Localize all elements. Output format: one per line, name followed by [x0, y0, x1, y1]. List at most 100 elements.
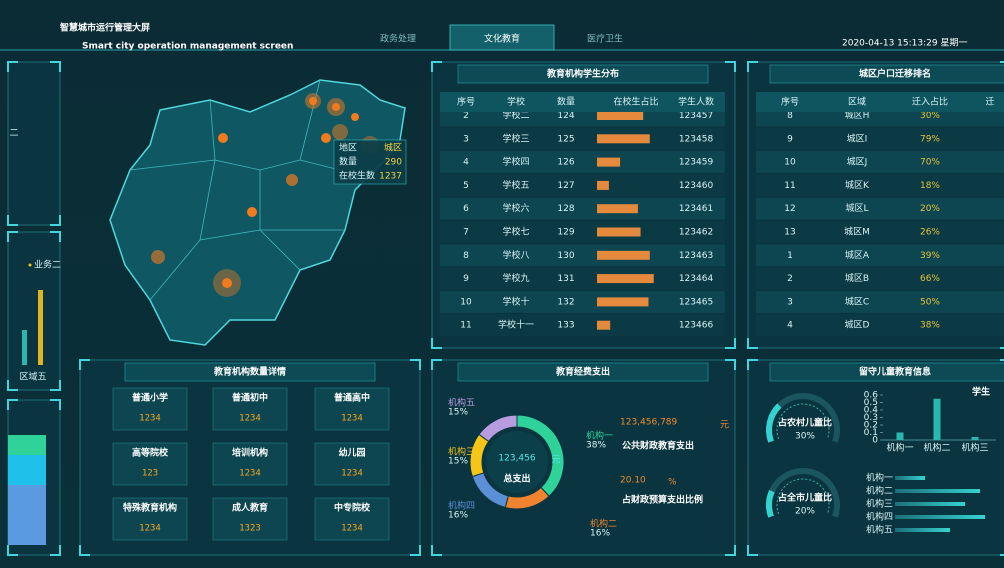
share-bar — [597, 274, 654, 284]
panel-title: 留守儿童教育信息 — [859, 366, 931, 378]
hbar — [895, 476, 925, 480]
x-tick-label: 机构二 — [923, 442, 950, 454]
table-cell: 3 — [787, 297, 793, 307]
legend-label: 业务二 — [34, 259, 61, 271]
table-cell: 2 — [787, 274, 793, 284]
column-header: 序号 — [457, 96, 475, 108]
count-value: 1234 — [239, 469, 261, 479]
panel-corner — [7, 215, 18, 226]
count-value: 1234 — [139, 414, 161, 424]
column-header: 数量 — [557, 96, 575, 108]
bar — [971, 437, 979, 440]
table-cell: 124 — [557, 111, 574, 121]
table-cell: 11 — [460, 321, 471, 331]
table-row — [756, 127, 1004, 150]
panel — [7, 61, 61, 226]
side-bar — [38, 290, 43, 365]
count-value: 1234 — [341, 414, 363, 424]
tab[interactable]: 医疗卫生 — [587, 33, 623, 45]
panel-corner — [7, 61, 18, 72]
panel-title: 教育经费支出 — [555, 366, 610, 378]
x-tick-label: 机构三 — [961, 442, 988, 454]
table-row — [440, 290, 725, 313]
table-cell: 城区B — [845, 273, 869, 284]
table-row — [756, 221, 1004, 243]
table-cell: 30% — [920, 111, 940, 121]
table-cell: 123465 — [679, 297, 713, 307]
table-row — [440, 314, 725, 337]
donut-value-label: 38% — [586, 441, 606, 451]
stack-block — [8, 455, 46, 485]
table-cell: 129 — [557, 228, 574, 238]
table-cell: 城区C — [845, 296, 869, 307]
ratio-label: 占财政预算支出比例 — [622, 494, 703, 506]
active-tab — [449, 24, 555, 51]
count-name: 中专院校 — [334, 502, 371, 514]
hbar-label: 机构三 — [866, 498, 893, 510]
tab[interactable]: 文化教育 — [484, 33, 520, 45]
panel-corner — [410, 545, 421, 556]
ratio-unit: % — [668, 478, 677, 488]
share-bar — [597, 204, 638, 214]
column-header: 学生人数 — [678, 96, 714, 108]
table-row — [756, 244, 1004, 267]
map-borders — [129, 79, 345, 301]
hbar — [895, 502, 965, 506]
table-cell: 学校七 — [502, 226, 529, 238]
table-cell: 66% — [920, 274, 940, 284]
table-cell: 城区D — [845, 320, 870, 331]
count-card — [212, 442, 288, 486]
table-cell: 4 — [463, 158, 469, 168]
panel-corner — [50, 399, 61, 410]
table-cell: 39% — [920, 251, 940, 261]
table-cell: 5 — [463, 181, 469, 191]
share-bar — [597, 157, 621, 167]
gauge-value — [766, 403, 782, 443]
table-cell: 132 — [557, 297, 574, 307]
table-cell: 城区A — [845, 250, 870, 261]
donut-label: 机构一 — [586, 430, 613, 442]
table-cell: 1 — [787, 251, 793, 261]
table-cell: 20% — [920, 204, 940, 214]
count-name: 特殊教育机构 — [123, 502, 177, 514]
popup-key: 地区 — [339, 142, 357, 154]
panel-title-bar — [769, 64, 1004, 84]
donut-value-label: 15% — [448, 457, 468, 467]
table-cell: 13 — [784, 228, 795, 238]
table-cell: 学校九 — [502, 272, 529, 284]
panel-corner — [725, 545, 736, 556]
column-header: 序号 — [781, 96, 799, 108]
panel-corner — [7, 399, 18, 410]
tab[interactable]: 政务处理 — [380, 33, 416, 45]
count-name: 普通初中 — [232, 392, 268, 404]
count-value: 1234 — [341, 469, 363, 479]
table-cell: 8 — [463, 251, 469, 261]
table-cell: 12 — [784, 204, 795, 214]
share-bar — [597, 112, 644, 120]
table-cell: 79% — [920, 134, 940, 144]
share-bar — [597, 227, 641, 237]
table-cell: 4 — [787, 321, 793, 331]
panel-title-bar — [769, 362, 1004, 382]
hbar-label: 机构二 — [866, 485, 893, 497]
table-header — [756, 92, 1004, 112]
table-row — [440, 197, 725, 220]
gauge-label: 占农村儿童比 — [778, 417, 832, 429]
y-tick-label: 0 — [872, 436, 878, 446]
total-value: 123,456 — [498, 454, 535, 464]
count-card — [112, 387, 188, 431]
table-cell: 123466 — [679, 321, 714, 331]
count-card — [212, 497, 288, 541]
panel-title: 教育机构数量详情 — [213, 366, 286, 378]
public-unit: 元 — [720, 421, 729, 431]
table-row — [440, 127, 725, 150]
panel-corner — [431, 338, 442, 349]
table-row — [440, 244, 725, 267]
table-cell: 学校十 — [502, 295, 529, 307]
gauge-label: 占全市儿童比 — [778, 492, 832, 504]
legend-dot — [28, 263, 32, 267]
donut-label: 机构二 — [590, 518, 617, 530]
share-bar — [597, 134, 650, 144]
column-header: 在校生占比 — [613, 96, 658, 108]
